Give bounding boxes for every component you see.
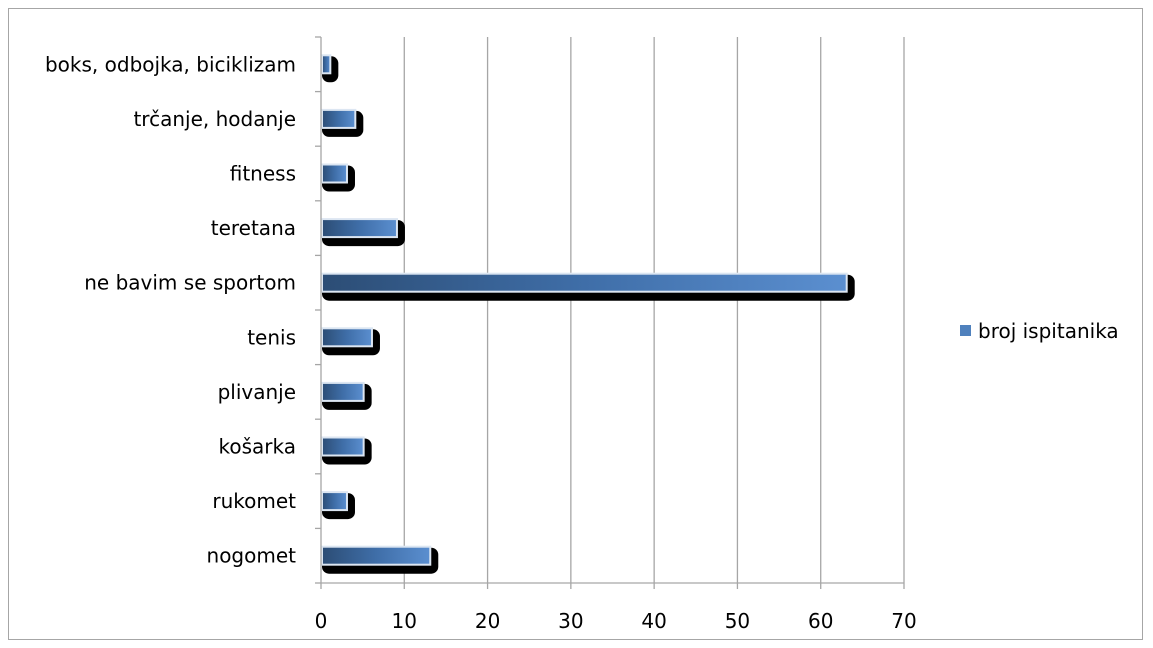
x-tick-label: 30 <box>558 609 583 633</box>
category-label: teretana <box>211 216 296 240</box>
category-label: trčanje, hodanje <box>133 107 296 131</box>
bar <box>321 545 432 566</box>
bar <box>321 381 365 402</box>
category-label: boks, odbojka, biciklizam <box>45 52 296 76</box>
x-tick-label: 70 <box>891 609 916 633</box>
category-label: nogomet <box>207 544 297 568</box>
category-label: plivanje <box>218 380 296 404</box>
x-tick-label: 0 <box>315 609 328 633</box>
x-tick-label: 40 <box>641 609 666 633</box>
bar <box>321 163 348 184</box>
category-label: košarka <box>219 435 297 459</box>
category-label: ne bavim se sportom <box>84 271 296 295</box>
bar <box>321 491 348 512</box>
bar <box>321 218 398 239</box>
bar <box>321 436 365 457</box>
category-label: tenis <box>247 325 296 349</box>
category-label: rukomet <box>212 489 296 513</box>
bar <box>321 54 332 75</box>
chart-frame <box>8 8 1143 640</box>
x-tick-label: 50 <box>725 609 750 633</box>
legend-swatch <box>960 325 971 336</box>
bar <box>321 108 357 129</box>
bar <box>321 272 848 293</box>
x-tick-label: 60 <box>808 609 833 633</box>
legend-label: broj ispitanika <box>978 319 1119 343</box>
x-tick-label: 20 <box>475 609 500 633</box>
bar <box>321 327 373 348</box>
category-label: fitness <box>230 162 296 186</box>
x-tick-label: 10 <box>392 609 417 633</box>
